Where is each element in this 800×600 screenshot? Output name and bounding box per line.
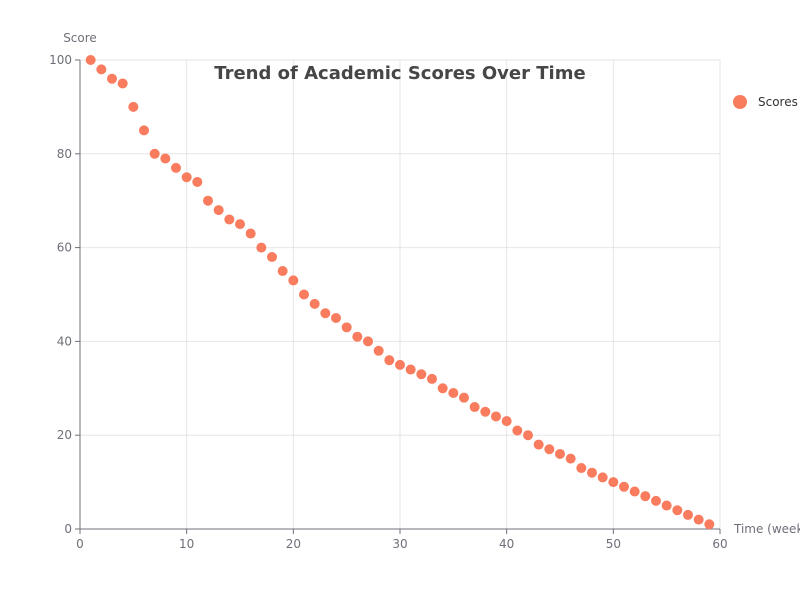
data-point[interactable] [213,205,224,216]
data-point[interactable] [277,266,288,277]
data-point[interactable] [245,228,256,239]
data-point[interactable] [480,406,491,417]
data-point[interactable] [672,505,683,516]
data-point[interactable] [117,78,128,89]
legend[interactable]: Scores [733,95,798,109]
data-point[interactable] [491,411,501,422]
data-point[interactable] [267,251,277,262]
data-points [85,55,715,530]
x-tick-label: 20 [286,537,301,551]
y-tick-label: 20 [57,428,72,442]
chart-title: Trend of Academic Scores Over Time [214,63,585,84]
data-point[interactable] [597,472,608,483]
data-point[interactable] [629,486,640,497]
data-point[interactable] [565,453,576,464]
y-tick-label: 80 [57,147,72,161]
data-point[interactable] [96,64,107,75]
x-tick-label: 10 [179,537,194,551]
tick-labels: 0 20 40 60 80 100 0 10 20 30 40 50 60 [49,53,728,551]
data-point[interactable] [320,308,331,319]
data-point[interactable] [544,444,555,455]
data-point[interactable] [299,289,309,300]
x-tick-label: 0 [76,537,84,551]
data-point[interactable] [107,73,117,84]
data-point[interactable] [171,162,181,173]
data-point[interactable] [469,402,480,413]
data-point[interactable] [416,369,427,380]
data-point[interactable] [352,331,363,342]
data-point[interactable] [523,430,533,441]
data-point[interactable] [619,481,629,492]
grid-lines [80,59,721,529]
x-tick-label: 30 [392,537,407,551]
x-tick-label: 60 [712,537,727,551]
data-point[interactable] [395,359,405,370]
data-point[interactable] [693,514,704,525]
data-point[interactable] [437,383,448,394]
data-point[interactable] [427,373,437,384]
data-point[interactable] [459,392,469,403]
x-axis-label: Time (weeks) [733,522,800,536]
data-point[interactable] [661,500,672,511]
x-tick-label: 40 [499,537,514,551]
data-point[interactable] [608,477,619,488]
data-point[interactable] [384,355,395,366]
data-point[interactable] [512,425,523,436]
y-tick-label: 60 [57,241,72,255]
data-point[interactable] [640,491,651,502]
data-point[interactable] [192,176,203,187]
data-point[interactable] [448,387,459,398]
x-tick-label: 50 [606,537,621,551]
data-point[interactable] [704,519,715,530]
data-point[interactable] [373,345,384,356]
data-point[interactable] [128,101,139,112]
y-axis-label: Score [63,31,97,45]
data-point[interactable] [203,195,213,206]
data-point[interactable] [235,219,245,230]
data-point[interactable] [533,439,544,450]
data-point[interactable] [139,125,149,136]
data-point[interactable] [331,312,341,323]
data-point[interactable] [85,55,96,65]
data-point[interactable] [576,463,587,474]
data-point[interactable] [341,322,352,333]
data-point[interactable] [587,467,597,478]
data-point[interactable] [363,336,373,347]
data-point[interactable] [651,495,661,506]
data-point[interactable] [181,172,192,183]
data-point[interactable] [288,275,299,286]
data-point[interactable] [555,448,565,459]
y-tick-label: 40 [57,334,72,348]
y-tick-label: 0 [64,522,72,536]
legend-label-scores: Scores [758,95,798,109]
data-point[interactable] [256,242,267,253]
legend-marker-scores [733,95,747,109]
axes [75,59,721,534]
data-point[interactable] [501,416,512,427]
data-point[interactable] [149,148,160,159]
data-point[interactable] [224,214,235,225]
data-point[interactable] [683,509,693,520]
data-point[interactable] [405,364,416,375]
y-tick-label: 100 [49,53,72,67]
data-point[interactable] [160,153,171,164]
data-point[interactable] [309,298,320,309]
